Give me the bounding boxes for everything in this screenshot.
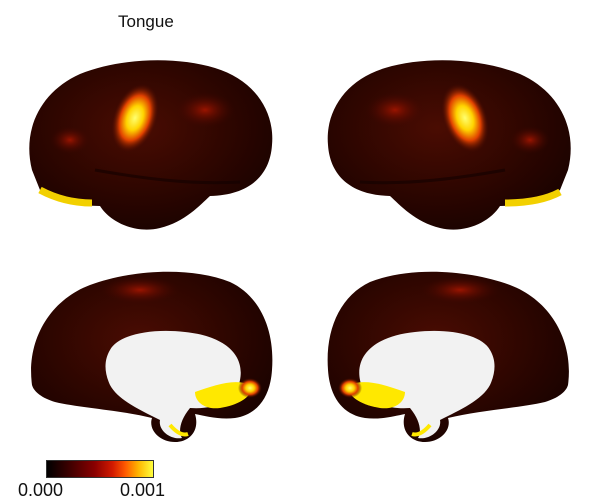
left-medial-view [31, 271, 273, 442]
figure-title: Tongue [118, 12, 174, 31]
right-lateral-view [327, 60, 571, 230]
colorbar-min-label: 0.000 [18, 480, 64, 500]
left-lateral-view [29, 60, 273, 230]
colorbar-max-label: 0.001 [120, 480, 166, 500]
colorbar [46, 460, 154, 478]
right-medial-view [327, 271, 569, 442]
